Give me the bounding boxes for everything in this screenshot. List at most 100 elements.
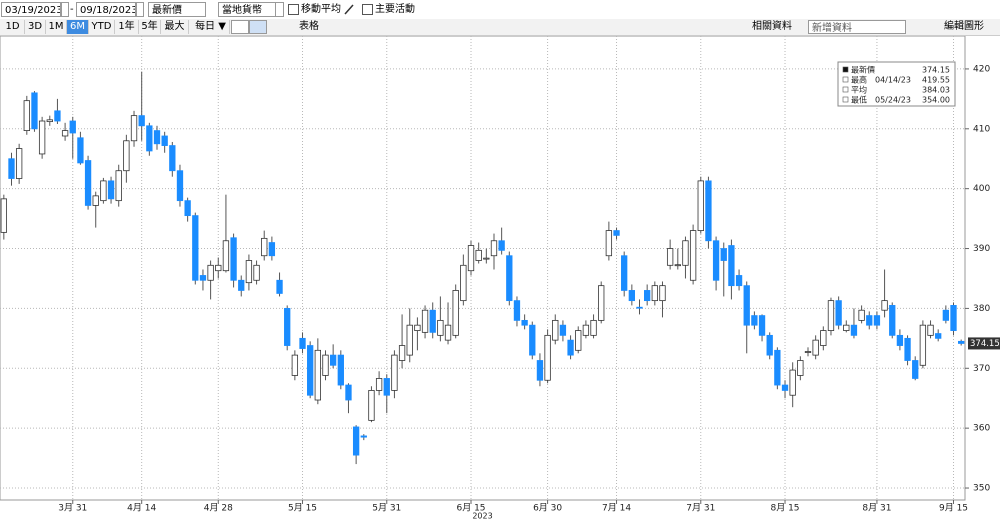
candle-body: [184, 200, 191, 217]
stats-value: 374.15: [922, 66, 950, 75]
candle-body: [720, 248, 727, 261]
range-button[interactable]: 1M: [46, 20, 67, 34]
pencil-icon[interactable]: [344, 3, 354, 15]
candle-body: [498, 240, 505, 251]
candle-body: [552, 319, 559, 341]
last-price-tag: [968, 337, 1000, 350]
start-date[interactable]: 03/19/2023: [1, 2, 61, 17]
range-button[interactable]: 3D: [25, 20, 46, 34]
candle-body: [950, 305, 957, 331]
candle-body: [912, 360, 919, 379]
candle-body: [452, 290, 459, 336]
candle-body: [307, 345, 314, 396]
candle-body: [621, 255, 628, 291]
related-data[interactable]: 相關資料: [752, 21, 792, 32]
candle-body: [919, 324, 927, 366]
x-tick-label: 8月 31: [862, 503, 891, 514]
candle-body: [705, 180, 712, 242]
candle-body: [38, 120, 46, 155]
candle-body: [559, 324, 567, 336]
candle-body: [352, 426, 360, 456]
frequency[interactable]: 每日 ▼: [192, 20, 230, 34]
candle-body: [284, 308, 291, 346]
candle-body: [444, 324, 452, 341]
range-button[interactable]: 5年: [139, 20, 161, 34]
candle-body: [222, 240, 230, 272]
calendar-button[interactable]: [136, 2, 144, 17]
edit-chart[interactable]: 編輯圖形: [944, 21, 984, 32]
candle-body: [774, 349, 781, 386]
table-button[interactable]: 表格: [299, 21, 319, 32]
candle-body: [92, 195, 99, 206]
candle-body: [375, 378, 383, 391]
candle-body: [337, 354, 344, 386]
y-tick-label: 400: [973, 184, 990, 194]
candle-body: [230, 237, 237, 281]
candle-body: [268, 242, 276, 257]
stats-value: 384.03: [922, 86, 950, 95]
candle-body: [820, 330, 827, 346]
stats-name: 最低: [851, 95, 867, 105]
candle-body: [628, 290, 636, 302]
candle-body: [582, 324, 590, 336]
x-tick-label: 4月 28: [204, 503, 233, 514]
candle-body: [536, 360, 544, 381]
calendar-button[interactable]: [61, 2, 69, 17]
checkbox[interactable]: [288, 4, 299, 15]
range-button[interactable]: 最大: [161, 20, 189, 34]
candle-body: [421, 309, 429, 333]
candle-body: [881, 300, 888, 311]
candle-body: [644, 290, 651, 302]
toolbar: 1D 3D 1M 6M YTD 1年 5年 最大 每日 ▼ 表格 相關資料 新增資料 編輯圖形: [0, 19, 1000, 36]
candle-body: [942, 309, 950, 321]
candle-body: [107, 180, 115, 200]
end-date[interactable]: 09/18/2023: [76, 2, 136, 17]
candle-body: [329, 354, 337, 366]
candle-body: [345, 384, 352, 401]
plot-area: [0, 35, 966, 501]
range-button[interactable]: 1D: [1, 20, 25, 34]
candle-body: [605, 230, 613, 257]
moving-average-label: 移動平均: [301, 4, 341, 15]
y-tick-label: 420: [973, 64, 990, 74]
candle-body: [575, 330, 582, 351]
y-tick-label: 410: [973, 124, 990, 134]
candle-body: [460, 264, 467, 302]
x-tick-label: 6月 15: [456, 503, 485, 514]
y-tick-label: 350: [973, 484, 990, 494]
candle-body: [766, 334, 773, 356]
x-tick-label: 4月 14: [127, 503, 156, 514]
candle-body: [598, 285, 605, 321]
dropdown-button[interactable]: [275, 2, 284, 17]
candle-body: [77, 137, 84, 164]
stats-name: 最高: [851, 75, 867, 85]
x-tick-label: 6月 30: [533, 503, 562, 514]
candle-body: [666, 248, 674, 266]
candle-body: [735, 275, 743, 287]
candle-body: [567, 339, 574, 356]
candle-body: [544, 334, 551, 381]
range-button[interactable]: 1年: [115, 20, 139, 34]
stats-date: 05/24/23: [875, 96, 911, 105]
checkbox[interactable]: [362, 4, 373, 15]
candle-body: [84, 160, 92, 206]
stats-name: 平均: [851, 85, 867, 95]
candle-body: [797, 360, 804, 376]
style-box[interactable]: [249, 20, 267, 34]
range-button[interactable]: YTD: [89, 20, 115, 34]
candle-body: [54, 110, 61, 122]
price-field[interactable]: 最新價: [148, 2, 206, 17]
x-tick-label: 7月 31: [686, 503, 715, 514]
candle-body: [835, 300, 842, 326]
range-button[interactable]: 6M: [67, 20, 89, 34]
stats-legend: 最新價 374.15 最高 04/14/23 419.55 平均 384.03 最低 05/24…: [837, 61, 956, 107]
candle-body: [843, 324, 850, 331]
candle-body: [8, 158, 15, 179]
add-data[interactable]: 新增資料: [808, 20, 906, 34]
candle-body: [192, 215, 199, 281]
candle-body: [146, 125, 153, 152]
candle-body: [414, 324, 421, 331]
style-box[interactable]: [231, 20, 249, 34]
y-tick-label: 380: [973, 304, 990, 314]
currency[interactable]: 當地貨幣: [218, 2, 276, 17]
